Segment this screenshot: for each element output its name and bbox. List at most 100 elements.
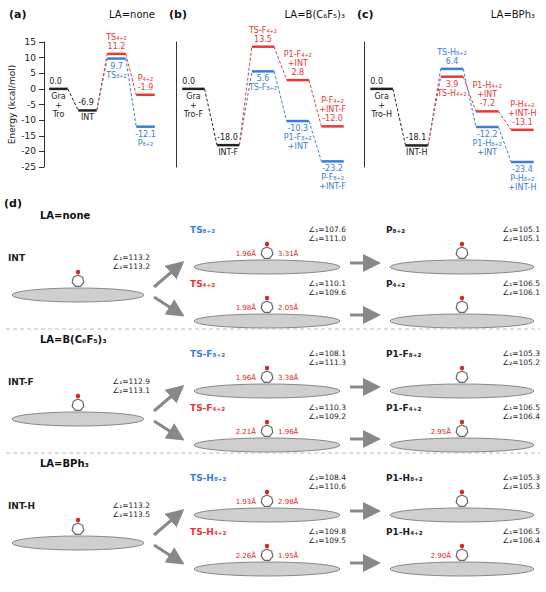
svg-text:∠₁=108.4: ∠₁=108.4 [309, 473, 347, 482]
svg-text:∠₂=109.5: ∠₂=109.5 [309, 536, 347, 545]
svg-text:P1-H₈₊₂: P1-H₈₊₂ [472, 139, 501, 148]
svg-text:Gra: Gra [186, 92, 200, 101]
svg-text:6.4: 6.4 [446, 57, 459, 66]
svg-text:2.26Å: 2.26Å [236, 551, 257, 560]
svg-text:∠₁=107.6: ∠₁=107.6 [309, 225, 347, 234]
svg-text:+INT: +INT [477, 90, 497, 99]
svg-text:∠₁=113.2: ∠₁=113.2 [113, 501, 151, 510]
svg-text:P-H₈₊₂: P-H₈₊₂ [510, 174, 534, 183]
svg-text:∠₂=113.1: ∠₂=113.1 [113, 386, 151, 395]
svg-text:0: 0 [30, 84, 36, 94]
svg-text:9.7: 9.7 [110, 62, 123, 71]
svg-text:P1-F₄₊₂: P1-F₄₊₂ [284, 50, 312, 59]
svg-text:TS-H₈₊₂: TS-H₈₊₂ [436, 48, 467, 57]
svg-text:∠₂=106.4: ∠₂=106.4 [503, 412, 541, 421]
svg-text:TS₈₊₂: TS₈₊₂ [190, 225, 215, 235]
svg-text:TS-F₈₊₂: TS-F₈₊₂ [248, 83, 277, 92]
svg-text:1.98Å: 1.98Å [236, 303, 257, 312]
svg-text:1.96Å: 1.96Å [278, 427, 299, 436]
svg-text:5: 5 [30, 68, 36, 78]
svg-text:1.96Å: 1.96Å [236, 249, 257, 258]
svg-text:(d): (d) [4, 197, 22, 210]
svg-text:∠₁=113.2: ∠₁=113.2 [113, 253, 151, 262]
svg-text:-5: -5 [27, 100, 36, 110]
svg-text:LA=none: LA=none [109, 9, 155, 20]
svg-text:P1-F₈₊₂: P1-F₈₊₂ [386, 349, 421, 359]
svg-text:-7.2: -7.2 [479, 99, 495, 108]
svg-text:LA=B(C₆F₅)₃: LA=B(C₆F₅)₃ [40, 334, 107, 345]
svg-text:+: + [378, 101, 385, 110]
svg-text:LA=BPh₃: LA=BPh₃ [40, 458, 89, 469]
svg-text:P1-F₄₊₂: P1-F₄₊₂ [386, 403, 421, 413]
svg-text:INT-F: INT-F [218, 148, 238, 157]
svg-text:P₈₊₂: P₈₊₂ [138, 139, 153, 148]
svg-text:+INT-H: +INT-H [508, 183, 536, 192]
svg-text:3.38Å: 3.38Å [278, 373, 299, 382]
svg-text:+INT-F: +INT-F [319, 105, 346, 114]
svg-text:TS-H₄₊₂: TS-H₄₊₂ [190, 527, 227, 537]
svg-text:∠₁=106.5: ∠₁=106.5 [503, 403, 541, 412]
svg-text:-23.4: -23.4 [512, 165, 533, 174]
svg-text:+INT: +INT [288, 142, 308, 151]
svg-text:0.0: 0.0 [182, 77, 195, 86]
svg-text:-15: -15 [21, 131, 36, 141]
svg-text:+INT: +INT [288, 59, 308, 68]
svg-text:INT: INT [8, 253, 26, 263]
svg-text:+INT-H: +INT-H [508, 109, 536, 118]
svg-text:P1-H₈₊₂: P1-H₈₊₂ [386, 473, 423, 483]
svg-text:2.8: 2.8 [291, 68, 304, 77]
svg-text:∠₁=110.1: ∠₁=110.1 [309, 279, 347, 288]
svg-text:TS₈₊₂: TS₈₊₂ [105, 71, 127, 80]
svg-text:15: 15 [25, 37, 36, 47]
svg-text:P1-H₄₊₂: P1-H₄₊₂ [386, 527, 423, 537]
svg-text:∠₂=113.2: ∠₂=113.2 [113, 262, 151, 271]
svg-text:TS₄₊₂: TS₄₊₂ [105, 33, 127, 42]
svg-text:∠₂=111.0: ∠₂=111.0 [309, 234, 347, 243]
svg-text:INT-H: INT-H [8, 501, 35, 511]
svg-text:+: + [190, 101, 197, 110]
svg-text:1.96Å: 1.96Å [236, 373, 257, 382]
svg-text:(b): (b) [169, 8, 187, 21]
svg-text:13.5: 13.5 [254, 35, 272, 44]
svg-text:INT-F: INT-F [8, 377, 34, 387]
svg-text:(a): (a) [9, 8, 26, 21]
svg-text:-12.0: -12.0 [322, 114, 343, 123]
svg-text:TS-F₄₊₂: TS-F₄₊₂ [248, 26, 277, 35]
svg-text:11.2: 11.2 [108, 42, 126, 51]
svg-text:-23.2: -23.2 [322, 164, 343, 173]
svg-text:10: 10 [25, 53, 37, 63]
svg-text:2.98Å: 2.98Å [278, 497, 299, 506]
svg-text:2.90Å: 2.90Å [431, 551, 452, 560]
svg-text:+INT-F: +INT-F [319, 182, 346, 191]
svg-text:INT-H: INT-H [406, 148, 427, 157]
svg-text:∠₁=105.3: ∠₁=105.3 [503, 349, 541, 358]
svg-text:1.93Å: 1.93Å [236, 497, 257, 506]
svg-text:∠₂=105.3: ∠₂=105.3 [503, 482, 541, 491]
svg-text:-12.1: -12.1 [135, 130, 156, 139]
svg-text:P-F₄₊₂: P-F₄₊₂ [321, 96, 344, 105]
svg-text:P-H₄₊₂: P-H₄₊₂ [510, 100, 534, 109]
svg-text:∠₁=105.3: ∠₁=105.3 [503, 473, 541, 482]
svg-text:-18.0: -18.0 [217, 133, 238, 142]
svg-text:TS-H₈₊₂: TS-H₈₊₂ [190, 473, 227, 483]
svg-text:(c): (c) [357, 8, 374, 21]
svg-text:∠₂=110.6: ∠₂=110.6 [309, 482, 347, 491]
svg-text:TS-F₄₊₂: TS-F₄₊₂ [190, 403, 225, 413]
svg-text:3.9: 3.9 [446, 80, 459, 89]
svg-text:Tro: Tro [52, 110, 65, 119]
svg-text:-12.2: -12.2 [477, 130, 498, 139]
svg-text:∠₂=105.1: ∠₂=105.1 [503, 234, 541, 243]
svg-text:-13.1: -13.1 [512, 118, 533, 127]
svg-text:2.21Å: 2.21Å [236, 427, 257, 436]
svg-text:P₈₊₂: P₈₊₂ [386, 225, 405, 235]
svg-text:∠₁=110.3: ∠₁=110.3 [309, 403, 347, 412]
svg-text:LA=none: LA=none [40, 210, 91, 221]
svg-text:+INT: +INT [477, 148, 497, 157]
svg-text:∠₁=106.5: ∠₁=106.5 [503, 279, 541, 288]
svg-text:∠₁=108.1: ∠₁=108.1 [309, 349, 347, 358]
svg-text:∠₂=113.5: ∠₂=113.5 [113, 510, 151, 519]
svg-text:+: + [55, 101, 62, 110]
svg-text:5.6: 5.6 [257, 74, 270, 83]
svg-text:∠₁=105.1: ∠₁=105.1 [503, 225, 541, 234]
svg-text:0.0: 0.0 [370, 77, 383, 86]
